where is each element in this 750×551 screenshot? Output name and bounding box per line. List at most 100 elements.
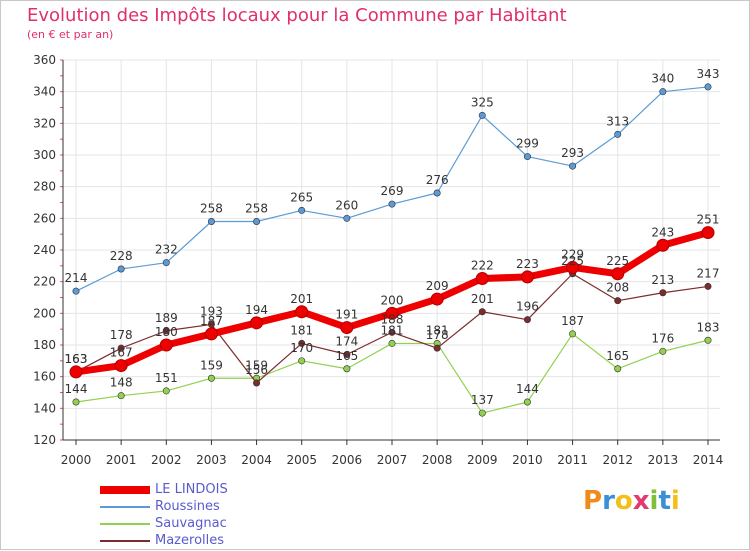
series-group — [69, 83, 715, 417]
data-label-le-lindois: 191 — [335, 308, 358, 322]
x-tick-label: 2013 — [648, 453, 679, 467]
data-label-roussines: 265 — [290, 190, 313, 204]
x-axis-ticks: 2000 2001 2002 2003 2004 2005 2006 2007 2008 2009… — [61, 453, 724, 467]
data-point-mazerolles — [253, 379, 261, 387]
data-point-le-lindois — [520, 270, 534, 284]
data-label-le-lindois: 167 — [110, 346, 133, 360]
data-label-mazerolles: 178 — [426, 328, 449, 342]
data-point-sauvagnac — [659, 347, 667, 355]
data-label-sauvagnac: 181 — [381, 323, 404, 337]
data-point-mazerolles — [162, 327, 170, 335]
data-point-sauvagnac — [614, 365, 622, 373]
data-label-le-lindois: 223 — [516, 257, 539, 271]
data-label-le-lindois: 201 — [290, 292, 313, 306]
legend-label-sauvagnac: Sauvagnac — [155, 516, 227, 531]
x-tick-label: 2004 — [241, 453, 272, 467]
data-label-roussines: 325 — [471, 95, 494, 109]
data-point-roussines — [207, 218, 215, 226]
data-point-mazerolles — [614, 297, 622, 305]
data-label-roussines: 340 — [651, 72, 674, 86]
data-point-roussines — [343, 214, 351, 222]
data-point-sauvagnac — [478, 409, 486, 417]
data-point-roussines — [253, 218, 261, 226]
data-label-le-lindois: 222 — [471, 259, 494, 273]
data-label-mazerolles: 156 — [245, 363, 268, 377]
x-tick-label: 2000 — [61, 453, 92, 467]
logo-letter: r — [602, 486, 615, 516]
data-point-le-lindois — [385, 306, 399, 320]
y-tick-label: 240 — [33, 243, 56, 257]
data-point-roussines — [659, 88, 667, 96]
data-point-roussines — [523, 153, 531, 161]
data-point-sauvagnac — [162, 387, 170, 395]
data-label-roussines: 343 — [697, 67, 720, 81]
data-label-mazerolles: 181 — [290, 323, 313, 337]
legend-swatch-mazerolles — [100, 540, 150, 542]
logo-letter: i — [670, 486, 680, 516]
data-label-le-lindois: 229 — [561, 247, 584, 261]
data-label-mazerolles: 174 — [335, 335, 358, 349]
data-point-le-lindois — [204, 327, 218, 341]
data-point-sauvagnac — [117, 392, 125, 400]
data-label-roussines: 258 — [200, 202, 223, 216]
data-point-roussines — [298, 206, 306, 214]
data-label-mazerolles: 188 — [381, 312, 404, 326]
proxiti-logo: Proxiti — [583, 486, 680, 516]
x-tick-label: 2001 — [106, 453, 137, 467]
legend-label-le-lindois: LE LINDOIS — [155, 482, 228, 497]
x-tick-label: 2005 — [286, 453, 317, 467]
y-tick-label: 180 — [33, 338, 56, 352]
data-label-roussines: 313 — [606, 114, 629, 128]
data-label-le-lindois: 180 — [155, 325, 178, 339]
y-tick-label: 200 — [33, 306, 56, 320]
y-axis-ticks: 120 140 160 180 200 220 240 260 280 300 320 340 360 — [33, 53, 56, 447]
legend-label-roussines: Roussines — [155, 499, 220, 514]
legend-swatch-roussines — [100, 506, 150, 508]
data-point-roussines — [162, 259, 170, 267]
data-label-sauvagnac: 148 — [110, 376, 133, 390]
y-tick-label: 320 — [33, 116, 56, 130]
data-label-sauvagnac: 183 — [697, 320, 720, 334]
x-tick-label: 2011 — [557, 453, 588, 467]
x-tick-label: 2012 — [602, 453, 633, 467]
data-point-sauvagnac — [523, 398, 531, 406]
logo-letter: o — [614, 486, 633, 516]
logo-letter: i — [649, 486, 659, 516]
data-point-roussines — [569, 162, 577, 170]
x-tick-label: 2008 — [422, 453, 453, 467]
x-tick-label: 2014 — [693, 453, 724, 467]
logo-letter: t — [658, 486, 671, 516]
chart-title: Evolution des Impôts locaux pour la Comm… — [27, 5, 567, 26]
data-label-roussines: 260 — [335, 198, 358, 212]
data-label-sauvagnac: 176 — [651, 331, 674, 345]
data-label-mazerolles: 217 — [697, 266, 720, 280]
data-label-roussines: 276 — [426, 173, 449, 187]
data-point-sauvagnac — [298, 357, 306, 365]
data-label-mazerolles: 163 — [65, 352, 88, 366]
data-label-mazerolles: 196 — [516, 300, 539, 314]
y-tick-label: 360 — [33, 53, 56, 67]
data-point-mazerolles — [704, 282, 712, 290]
data-point-mazerolles — [343, 350, 351, 358]
data-label-mazerolles: 208 — [606, 281, 629, 295]
data-point-roussines — [72, 287, 80, 295]
y-tick-label: 140 — [33, 401, 56, 415]
y-tick-label: 120 — [33, 433, 56, 447]
data-point-mazerolles — [117, 344, 125, 352]
data-point-le-lindois — [114, 359, 128, 373]
data-point-mazerolles — [478, 308, 486, 316]
data-label-le-lindois: 194 — [245, 303, 268, 317]
data-label-roussines: 269 — [381, 184, 404, 198]
data-point-le-lindois — [69, 365, 83, 379]
data-label-sauvagnac: 159 — [200, 358, 223, 372]
data-point-mazerolles — [523, 316, 531, 324]
data-point-roussines — [614, 130, 622, 138]
logo-letter: x — [632, 486, 650, 516]
data-point-roussines — [478, 111, 486, 119]
data-point-le-lindois — [611, 267, 625, 281]
data-point-roussines — [117, 265, 125, 273]
data-label-roussines: 228 — [110, 249, 133, 263]
x-tick-label: 2009 — [467, 453, 498, 467]
data-label-roussines: 214 — [65, 271, 88, 285]
